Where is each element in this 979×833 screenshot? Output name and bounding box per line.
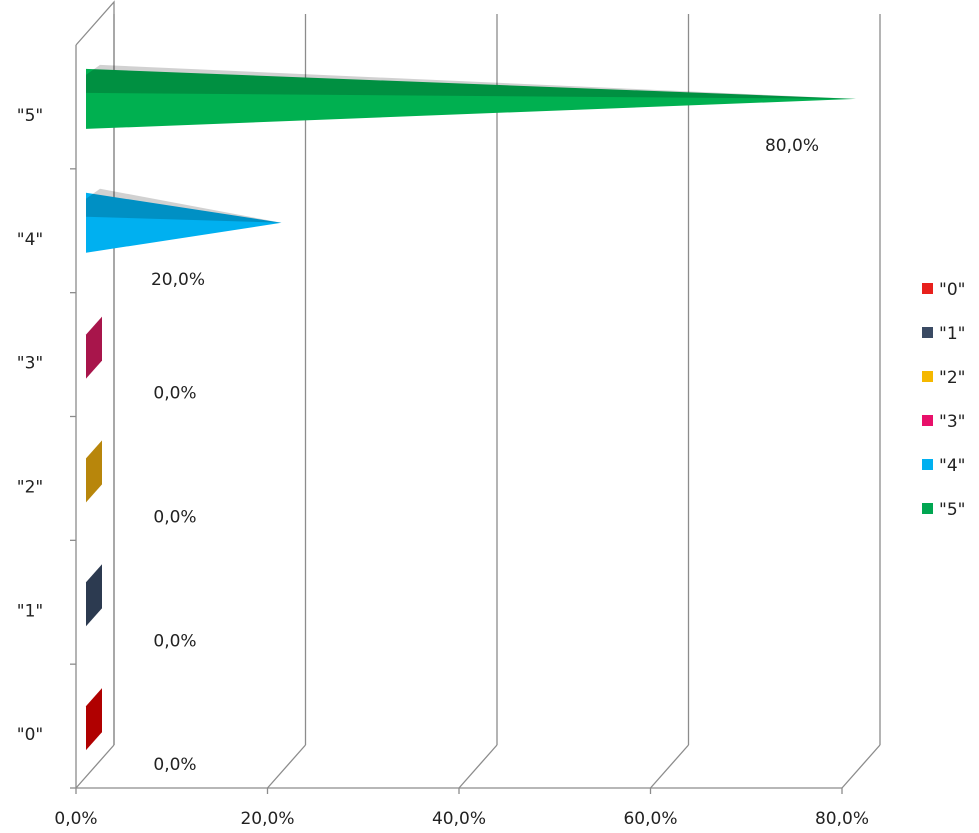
y-category-label: "4" <box>17 230 43 250</box>
legend-swatch <box>922 415 933 426</box>
legend-label: "5" <box>939 500 965 520</box>
y-axis-categories: "0" "1" "2" "3" "4" "5" <box>17 106 76 789</box>
bar-2 <box>86 440 102 503</box>
bar-3 <box>86 316 102 379</box>
bar-shade-4 <box>86 188 282 223</box>
legend-label: "1" <box>939 324 965 344</box>
x-tick-label: 0,0% <box>54 809 97 829</box>
legend-swatch <box>922 459 933 470</box>
data-label: 0,0% <box>153 755 196 775</box>
floor-line-40 <box>458 744 498 789</box>
data-label: 0,0% <box>153 507 196 527</box>
data-label: 80,0% <box>765 136 819 156</box>
bar-0 <box>86 688 102 751</box>
legend-label: "3" <box>939 412 965 432</box>
floor-line-0 <box>75 744 115 789</box>
floor-line-20 <box>267 744 306 789</box>
legend-swatch <box>922 283 933 294</box>
legend-swatch <box>922 327 933 338</box>
data-label: 0,0% <box>153 384 196 404</box>
x-tick-label: 20,0% <box>240 809 294 829</box>
legend-label: "0" <box>939 280 965 300</box>
legend-swatch <box>922 503 933 514</box>
legend-label: "4" <box>939 456 965 476</box>
floor-line-80 <box>841 744 881 789</box>
x-tick-label: 60,0% <box>623 809 677 829</box>
legend: "0" "1" "2" "3" "4" "5" <box>922 280 965 520</box>
x-tick-label: 80,0% <box>815 809 869 829</box>
y-category-label: "2" <box>17 477 43 497</box>
data-label: 0,0% <box>153 631 196 651</box>
x-axis-ticks: 0,0% 20,0% 40,0% 60,0% 80,0% <box>54 809 869 829</box>
bar-4 <box>86 192 282 253</box>
bar-1 <box>86 564 102 627</box>
legend-label: "2" <box>939 368 965 388</box>
bar-5 <box>86 68 856 129</box>
bars <box>86 64 856 751</box>
bar-shade-5 <box>86 64 856 99</box>
data-labels: 0,0% 0,0% 0,0% 0,0% 20,0% 80,0% <box>151 136 819 775</box>
y-category-label: "3" <box>17 354 43 374</box>
x-tick-label: 40,0% <box>432 809 486 829</box>
y-category-label: "1" <box>17 601 43 621</box>
floor-line-60 <box>650 744 689 789</box>
y-category-label: "5" <box>17 106 43 126</box>
legend-swatch <box>922 371 933 382</box>
data-label: 20,0% <box>151 270 205 290</box>
y-category-label: "0" <box>17 725 43 745</box>
